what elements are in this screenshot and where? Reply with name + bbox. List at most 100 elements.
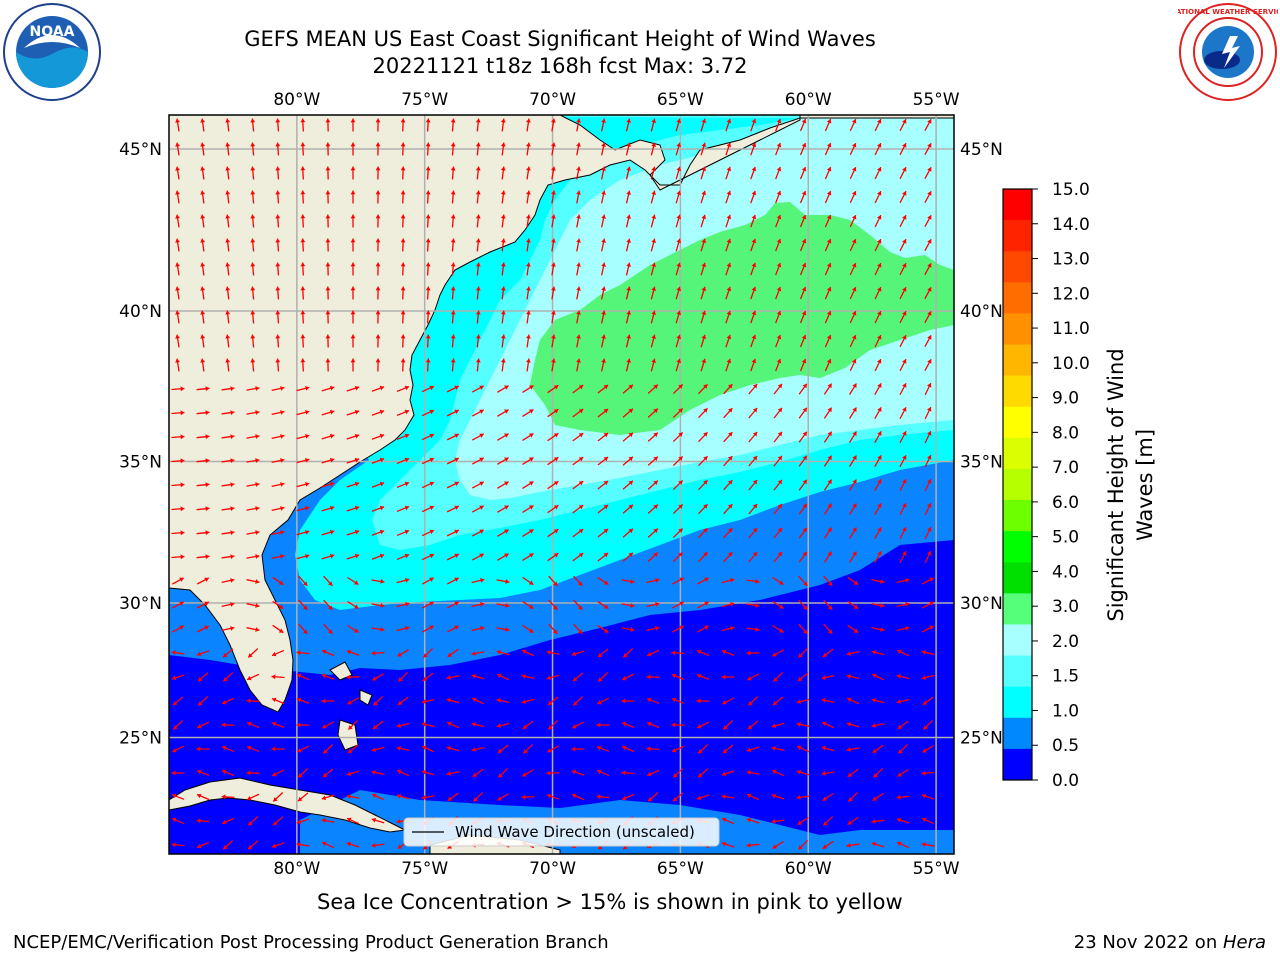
wave-direction-arrow [922, 719, 934, 731]
wave-direction-arrow [799, 118, 807, 132]
wave-direction-arrow [321, 385, 335, 392]
wave-direction-arrow [675, 358, 682, 372]
wave-direction-arrow [647, 504, 659, 514]
wave-direction-arrow [773, 503, 783, 515]
wave-direction-arrow [672, 768, 684, 778]
credit-date: 23 Nov 2022 on [1073, 932, 1223, 953]
wave-direction-arrow [546, 650, 560, 655]
wave-direction-arrow [296, 505, 310, 512]
chart-title: GEFS MEAN US East Coast Significant Heig… [244, 27, 876, 51]
wave-direction-arrow [446, 721, 460, 729]
wave-direction-arrow [625, 262, 631, 276]
wave-direction-arrow [797, 839, 809, 851]
wave-direction-arrow [874, 166, 882, 180]
wave-direction-arrow [849, 551, 857, 563]
wave-direction-arrow [300, 262, 306, 276]
wave-direction-arrow [773, 527, 783, 539]
wave-direction-arrow [823, 455, 833, 467]
wave-direction-arrow [321, 433, 335, 440]
wave-direction-arrow [824, 166, 832, 180]
colorbar-tick-label: 2.0 [1052, 632, 1079, 652]
wave-direction-arrow [171, 530, 185, 536]
colorbar-tick-label: 0.5 [1052, 736, 1079, 756]
wave-direction-arrow [221, 578, 235, 583]
wave-direction-arrow [471, 529, 485, 537]
wave-direction-arrow [824, 310, 832, 324]
wave-direction-arrow [747, 720, 759, 730]
wave-direction-arrow [296, 650, 310, 656]
wave-direction-arrow [526, 214, 531, 228]
wave-direction-arrow [271, 410, 285, 416]
wave-direction-arrow [847, 791, 859, 803]
wave-direction-arrow [196, 458, 210, 464]
wave-direction-arrow [846, 674, 860, 680]
wave-direction-arrow [924, 262, 932, 276]
wave-direction-arrow [650, 310, 657, 324]
wave-direction-arrow [696, 601, 710, 609]
wave-direction-arrow [871, 673, 885, 681]
wave-direction-arrow [421, 385, 435, 393]
wave-direction-arrow [522, 552, 534, 562]
wave-direction-arrow [597, 456, 609, 466]
wave-direction-arrow [425, 214, 431, 228]
wave-direction-arrow [796, 769, 810, 776]
wave-direction-arrow [221, 794, 235, 800]
wave-direction-arrow [225, 214, 231, 228]
wave-direction-arrow [547, 432, 559, 442]
wave-direction-arrow [271, 721, 285, 728]
wave-direction-arrow [371, 553, 385, 560]
lon-tick-label-top: 75°W [401, 90, 448, 110]
wave-direction-arrow [921, 577, 935, 585]
wave-direction-arrow [625, 334, 631, 348]
legend: Wind Wave Direction (unscaled) [403, 817, 720, 847]
wave-direction-arrow [675, 286, 682, 300]
wave-direction-arrow [500, 358, 506, 372]
wave-direction-arrow [773, 551, 783, 563]
wave-direction-arrow [775, 238, 782, 252]
wave-direction-arrow [400, 358, 406, 372]
noaa-logo-text: NOAA [30, 24, 75, 40]
wave-direction-arrow [622, 552, 634, 562]
wave-direction-arrow [196, 530, 210, 536]
wave-direction-arrow [700, 286, 707, 300]
wave-direction-arrow [621, 673, 635, 681]
credit-host: Hera [1222, 932, 1266, 953]
wave-direction-arrow [497, 433, 509, 441]
wave-direction-arrow [221, 410, 235, 415]
wave-direction-arrow [622, 408, 634, 418]
wave-direction-arrow [899, 478, 907, 492]
wave-direction-arrow [346, 481, 360, 488]
wave-direction-arrow [600, 262, 606, 276]
wave-direction-arrow [325, 166, 331, 180]
wave-direction-arrow [750, 310, 757, 324]
wave-direction-arrow [221, 769, 235, 777]
wave-direction-arrow [200, 262, 206, 276]
wave-direction-arrow [425, 118, 431, 132]
wave-direction-arrow [896, 794, 910, 800]
wave-direction-arrow [773, 383, 783, 395]
wave-direction-arrow [576, 262, 581, 276]
wave-direction-arrow [522, 504, 534, 514]
colorbar-tick-label: 10.0 [1052, 354, 1090, 374]
wave-direction-arrow [596, 769, 610, 777]
wave-direction-arrow [849, 310, 857, 324]
wave-direction-arrow [650, 142, 657, 156]
wave-direction-arrow [246, 554, 260, 559]
wave-direction-arrow [421, 722, 435, 728]
wave-direction-arrow [421, 433, 435, 441]
wave-direction-arrow [346, 553, 360, 560]
wave-direction-arrow [576, 190, 581, 204]
wave-direction-arrow [622, 504, 634, 514]
wave-direction-arrow [775, 214, 782, 228]
wave-direction-arrow [347, 697, 359, 705]
wave-direction-arrow [846, 842, 860, 848]
wave-direction-arrow [696, 721, 710, 729]
wave-direction-arrow [924, 526, 932, 540]
wave-direction-arrow [497, 793, 509, 801]
wave-direction-arrow [250, 118, 256, 132]
wave-direction-arrow [622, 648, 634, 658]
wave-direction-arrow [547, 384, 559, 394]
wave-direction-arrow [576, 334, 581, 348]
wave-direction-arrow [897, 743, 909, 755]
